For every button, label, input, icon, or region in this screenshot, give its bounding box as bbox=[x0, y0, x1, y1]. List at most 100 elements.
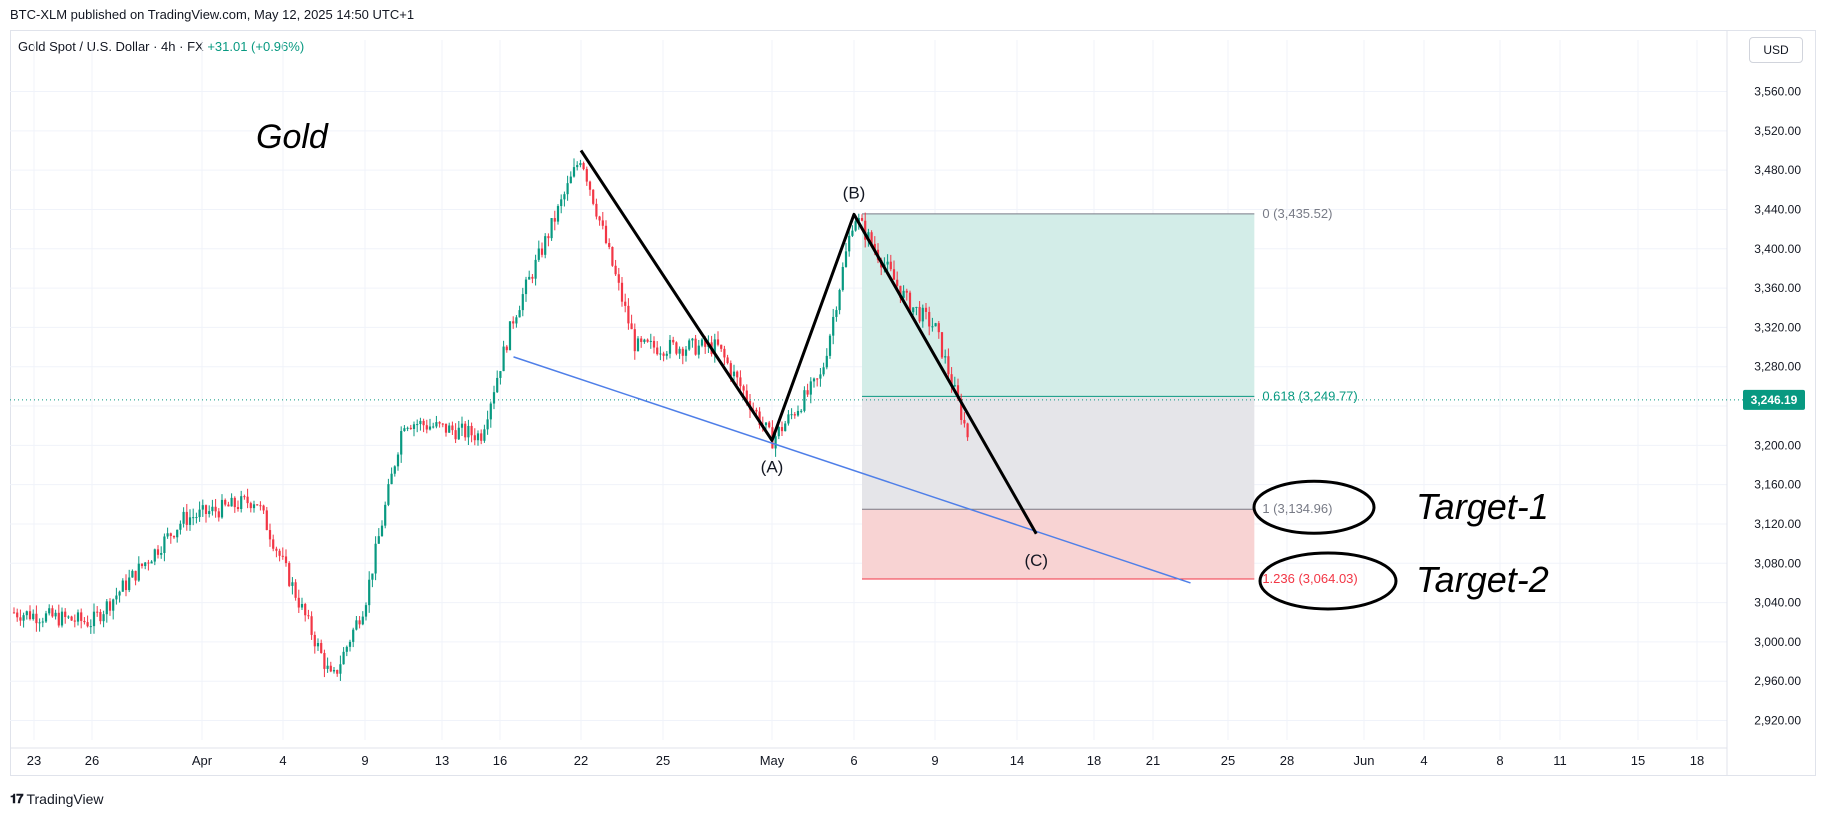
candle-body bbox=[265, 510, 268, 531]
x-tick-label: 28 bbox=[1280, 753, 1294, 768]
time-axis: 23 26 Apr 4 9 13 16 22 25 May 6 9 14 18 21 25 28 Jun 4 8 11 1… bbox=[27, 753, 1704, 768]
candle-body bbox=[899, 285, 902, 298]
candle-body bbox=[441, 423, 444, 425]
candle-body bbox=[83, 620, 86, 623]
candle-body bbox=[857, 218, 860, 222]
candle-body bbox=[892, 269, 896, 280]
footer-brand[interactable]: 𝟏𝟕 TradingView bbox=[10, 791, 104, 807]
candle-body bbox=[185, 511, 188, 525]
candle-body bbox=[755, 409, 758, 412]
candle-body bbox=[342, 651, 345, 665]
candle-body bbox=[240, 496, 243, 509]
candle-body bbox=[723, 348, 726, 358]
candle-body bbox=[233, 497, 236, 508]
candle-body bbox=[483, 429, 486, 441]
candle-body bbox=[582, 163, 585, 170]
candle-body bbox=[505, 346, 508, 351]
candle-body bbox=[796, 410, 800, 416]
x-tick-label: 8 bbox=[1496, 753, 1503, 768]
candle-body bbox=[220, 499, 224, 518]
candle-body bbox=[201, 505, 204, 510]
candle-body bbox=[454, 430, 457, 440]
candle-body bbox=[444, 423, 448, 433]
candle-body bbox=[736, 371, 739, 378]
x-tick-label: 21 bbox=[1146, 753, 1160, 768]
candle-body bbox=[214, 506, 217, 512]
candle-body bbox=[544, 236, 547, 255]
y-tick-label: 3,320.00 bbox=[1754, 320, 1801, 334]
candle-body bbox=[41, 621, 44, 623]
candle-body bbox=[236, 507, 240, 509]
candle-body bbox=[860, 218, 864, 221]
candle-body bbox=[953, 385, 956, 387]
candle-body bbox=[851, 230, 854, 236]
candle-body bbox=[716, 339, 720, 345]
y-tick-label: 3,200.00 bbox=[1754, 438, 1801, 452]
candle-body bbox=[169, 533, 172, 536]
y-tick-label: 3,560.00 bbox=[1754, 85, 1801, 99]
last-price-label: 3,246.19 bbox=[1751, 393, 1798, 407]
candle-body bbox=[230, 497, 233, 507]
price-change: +31.01 (+0.96%) bbox=[207, 39, 305, 54]
candle-body bbox=[870, 232, 873, 244]
y-tick-label: 2,960.00 bbox=[1754, 674, 1801, 688]
candle-body bbox=[758, 411, 761, 425]
candle-body bbox=[793, 414, 796, 416]
candle-body bbox=[688, 340, 691, 350]
candle-body bbox=[806, 390, 809, 395]
candle-body bbox=[960, 398, 963, 420]
candle-body bbox=[364, 605, 368, 617]
candle-body bbox=[668, 339, 672, 354]
candle-body bbox=[224, 499, 227, 505]
candle-body bbox=[611, 246, 614, 266]
fib-level-label: 1.236 (3,064.03) bbox=[1262, 571, 1357, 586]
x-tick-label: 16 bbox=[493, 753, 507, 768]
fib-level-label: 1 (3,134.96) bbox=[1262, 501, 1332, 516]
candle-body bbox=[675, 342, 678, 354]
candle-body bbox=[902, 290, 905, 298]
candle-body bbox=[934, 323, 937, 327]
candle-body bbox=[784, 423, 787, 432]
candle-body bbox=[323, 652, 326, 669]
candle-body bbox=[601, 220, 604, 226]
tradingview-logo-icon: 𝟏𝟕 bbox=[10, 791, 24, 806]
candle-body bbox=[617, 274, 620, 283]
candle-body bbox=[656, 347, 659, 355]
symbol-label[interactable]: Gold Spot / U.S. Dollar · 4h · FX bbox=[18, 39, 204, 54]
candle-body bbox=[486, 419, 489, 430]
candle-body bbox=[32, 613, 35, 620]
fib-extension: 0 (3,435.52) 0.618 (3,249.77) 1 (3,134.96)… bbox=[862, 206, 1358, 586]
candle-body bbox=[518, 310, 521, 318]
wave-label: (C) bbox=[1024, 551, 1048, 570]
candle-body bbox=[406, 427, 409, 429]
candle-body bbox=[937, 323, 940, 333]
candle-body bbox=[118, 591, 121, 596]
fib-level-label: 0 (3,435.52) bbox=[1262, 206, 1332, 221]
x-tick-label: 26 bbox=[85, 753, 99, 768]
candle-body bbox=[140, 563, 144, 567]
candle-body bbox=[569, 176, 572, 184]
candle-body bbox=[384, 504, 387, 526]
candle-body bbox=[780, 427, 784, 432]
candle-body bbox=[774, 436, 777, 449]
candle-body bbox=[889, 261, 892, 270]
currency-button[interactable]: USD bbox=[1749, 37, 1803, 63]
candle-body bbox=[531, 276, 534, 279]
candle-body bbox=[579, 163, 582, 166]
candle-body bbox=[96, 611, 99, 613]
candle-body bbox=[25, 611, 28, 616]
candle-body bbox=[304, 603, 307, 616]
candle-body bbox=[416, 424, 419, 426]
candle-body bbox=[374, 543, 377, 574]
candle-body bbox=[336, 670, 339, 674]
candle-body bbox=[281, 555, 284, 557]
candle-body bbox=[662, 353, 665, 356]
candle-body bbox=[896, 279, 899, 286]
candle-body bbox=[419, 420, 422, 425]
x-tick-label: Apr bbox=[192, 753, 213, 768]
candle-body bbox=[963, 419, 966, 424]
candle-body bbox=[409, 427, 412, 429]
x-tick-label: 14 bbox=[1010, 753, 1024, 768]
candle-body bbox=[825, 355, 828, 368]
